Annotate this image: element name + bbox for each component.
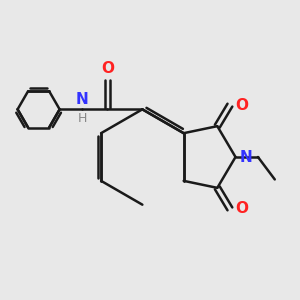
Text: O: O <box>235 98 248 112</box>
Text: N: N <box>76 92 88 106</box>
Text: H: H <box>77 112 87 124</box>
Text: N: N <box>240 149 253 164</box>
Text: O: O <box>101 61 114 76</box>
Text: O: O <box>235 201 248 216</box>
